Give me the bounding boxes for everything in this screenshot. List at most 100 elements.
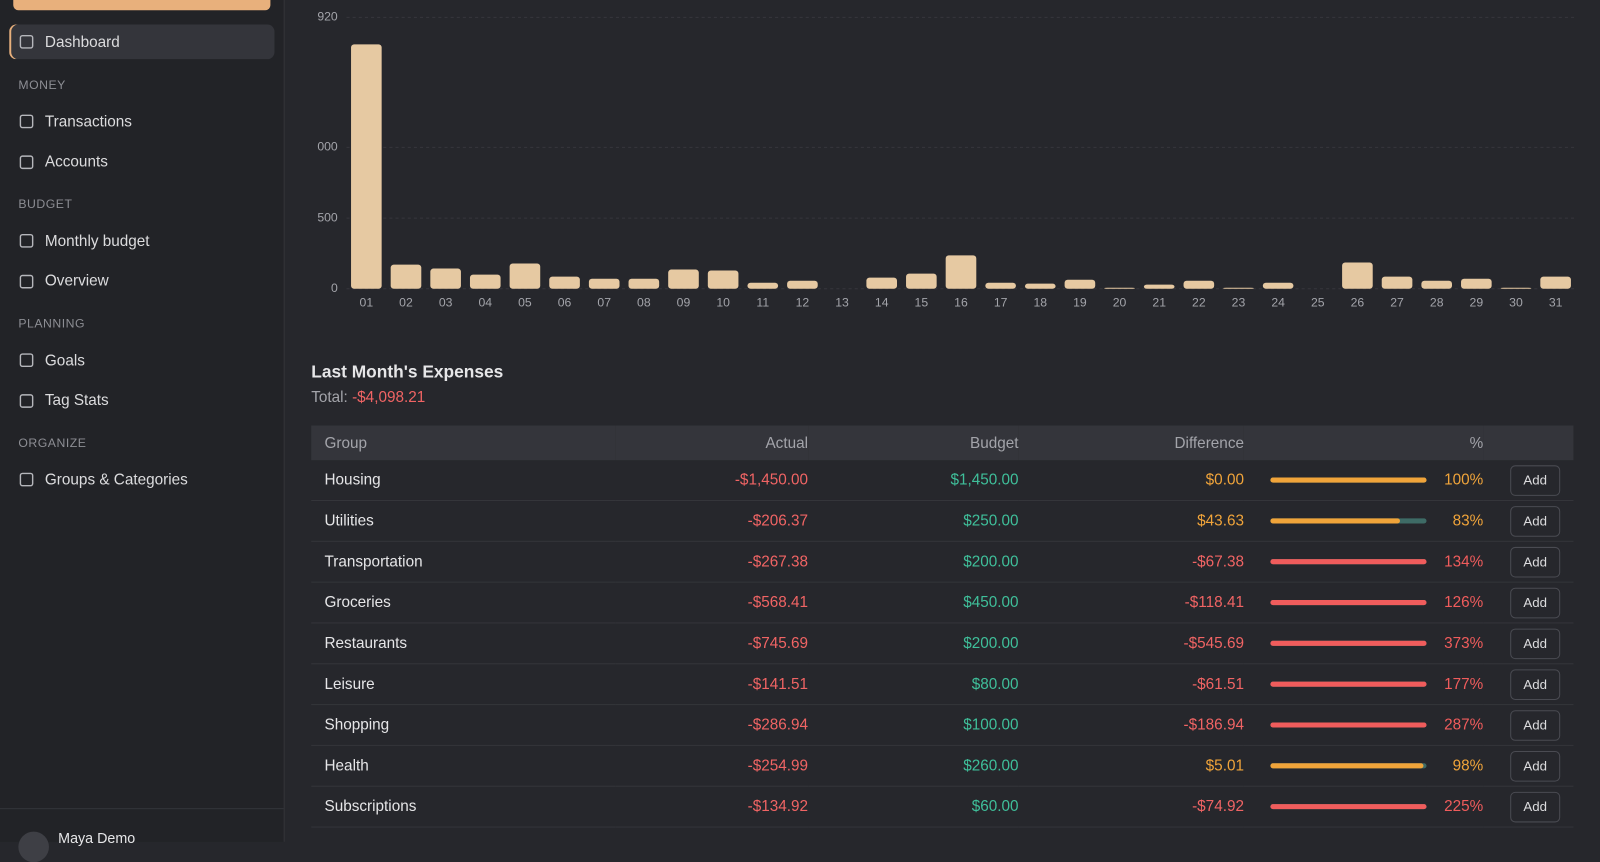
nav-item[interactable]: Dashboard [9,24,275,60]
total-label: Total: [311,388,348,407]
bar [1223,287,1254,289]
progress-cell [1243,786,1427,828]
add-button[interactable]: Add [1510,709,1561,741]
progress-bar [1270,518,1401,524]
header-row: Group Actual Budget Difference% [311,425,1574,461]
icon [19,114,34,129]
progress-cell [1243,622,1427,665]
nav-item[interactable]: Monthly budget [9,223,274,258]
group-name: Subscriptions [311,786,616,828]
x-tick-label: 31 [1549,295,1563,309]
nav-label: Groups & Categories [44,470,188,489]
action-cell: Add [1483,460,1574,502]
x-tick-label: 12 [796,295,810,309]
progress-cell [1243,541,1427,583]
bar [1500,287,1532,289]
group-name: Shopping [311,704,616,746]
budget: $60.00 [808,786,1019,828]
progress-cell [1243,460,1427,502]
progress-bar [1270,599,1427,606]
nav-item[interactable]: Overview [9,264,274,299]
nav-label: Transactions [44,112,132,131]
x-tick-label: 05 [518,295,532,309]
nav-item[interactable]: Transactions [9,104,274,139]
difference: -$545.69 [1018,622,1244,665]
x-tick-label: 07 [597,295,611,309]
group-name: Housing [311,460,616,502]
x-tick-label: 30 [1509,295,1523,309]
nav-label: Goals [44,351,85,369]
x-tick-label: 18 [1033,295,1047,309]
group-name: Transportation [311,541,616,583]
action-cell: Add [1483,745,1574,787]
progress-track [1270,763,1427,769]
bar [1381,276,1413,289]
bar [945,255,977,289]
bar [1262,282,1294,289]
bar [1540,276,1571,289]
actual: -$254.99 [615,745,809,787]
sidebar: Maya Demo Dashboard MONEY Transactions Acco… [0,0,285,862]
icon [19,34,34,49]
expenses-table: Group Actual Budget Difference% Housing -$1,4… [311,425,1574,828]
percent: 83% [1426,500,1484,542]
table-row: Subscriptions -$134.92 $60.00 -$74.92 225% Ad… [311,786,1574,828]
y-tick-label: 500 [317,210,338,224]
action-cell: Add [1483,582,1574,624]
action-cell: Add [1483,704,1574,746]
x-tick-label: 21 [1152,295,1166,309]
section-heading: BUDGET [18,196,73,212]
bar [747,282,779,289]
progress-cell [1243,500,1427,542]
difference: -$118.41 [1018,582,1244,624]
actual: -$267.38 [615,541,809,583]
section-heading: MONEY [18,77,66,92]
x-tick-label: 08 [637,295,651,309]
add-button[interactable]: Add [1510,505,1561,537]
x-tick-label: 03 [439,295,453,309]
section-heading: ORGANIZE [18,435,87,450]
add-button[interactable]: Add [1510,791,1561,822]
nav-item[interactable]: Accounts [9,144,274,179]
percent: 98% [1426,745,1484,787]
action-cell: Add [1483,786,1574,828]
progress-cell [1243,704,1427,746]
add-button[interactable]: Add [1510,464,1561,496]
percent: 225% [1426,786,1484,828]
actual: -$286.94 [615,704,809,746]
bar [1024,283,1056,289]
table-row: Housing -$1,450.00 $1,450.00 $0.00 100% Add [311,460,1574,502]
x-tick-label: 22 [1192,295,1206,309]
difference: $43.63 [1018,500,1244,542]
nav-item[interactable]: Groups & Categories [9,462,274,497]
progress-track [1270,681,1427,687]
column-header: Budget [808,425,1019,461]
progress-track [1270,640,1427,646]
add-button[interactable]: Add [1510,546,1561,578]
user-menu[interactable]: Maya Demo [0,808,284,862]
add-button[interactable]: Add [1510,587,1561,618]
total: Total: -$4,098.21 [311,389,1573,406]
add-button[interactable]: Add [1510,750,1561,782]
x-tick-label: 04 [478,295,492,309]
x-tick-label: 26 [1351,295,1365,309]
add-button[interactable]: Add [1510,628,1561,659]
bar [1064,279,1096,289]
primary-button[interactable] [13,0,271,11]
budget: $260.00 [808,745,1019,787]
group-name: Health [311,745,616,787]
percent: 134% [1426,541,1484,583]
nav-label: Monthly budget [44,232,150,250]
y-tick-label: 0 [331,281,338,295]
progress-bar [1270,804,1427,810]
group-name: Groceries [311,582,616,624]
bar [866,277,898,289]
bar [1421,280,1453,289]
progress-bar [1270,763,1424,769]
icon [19,274,34,288]
nav-item[interactable]: Goals [9,343,274,378]
group-name: Leisure [311,663,616,706]
add-button[interactable]: Add [1510,668,1561,700]
nav-item[interactable]: Tag Stats [9,383,274,418]
